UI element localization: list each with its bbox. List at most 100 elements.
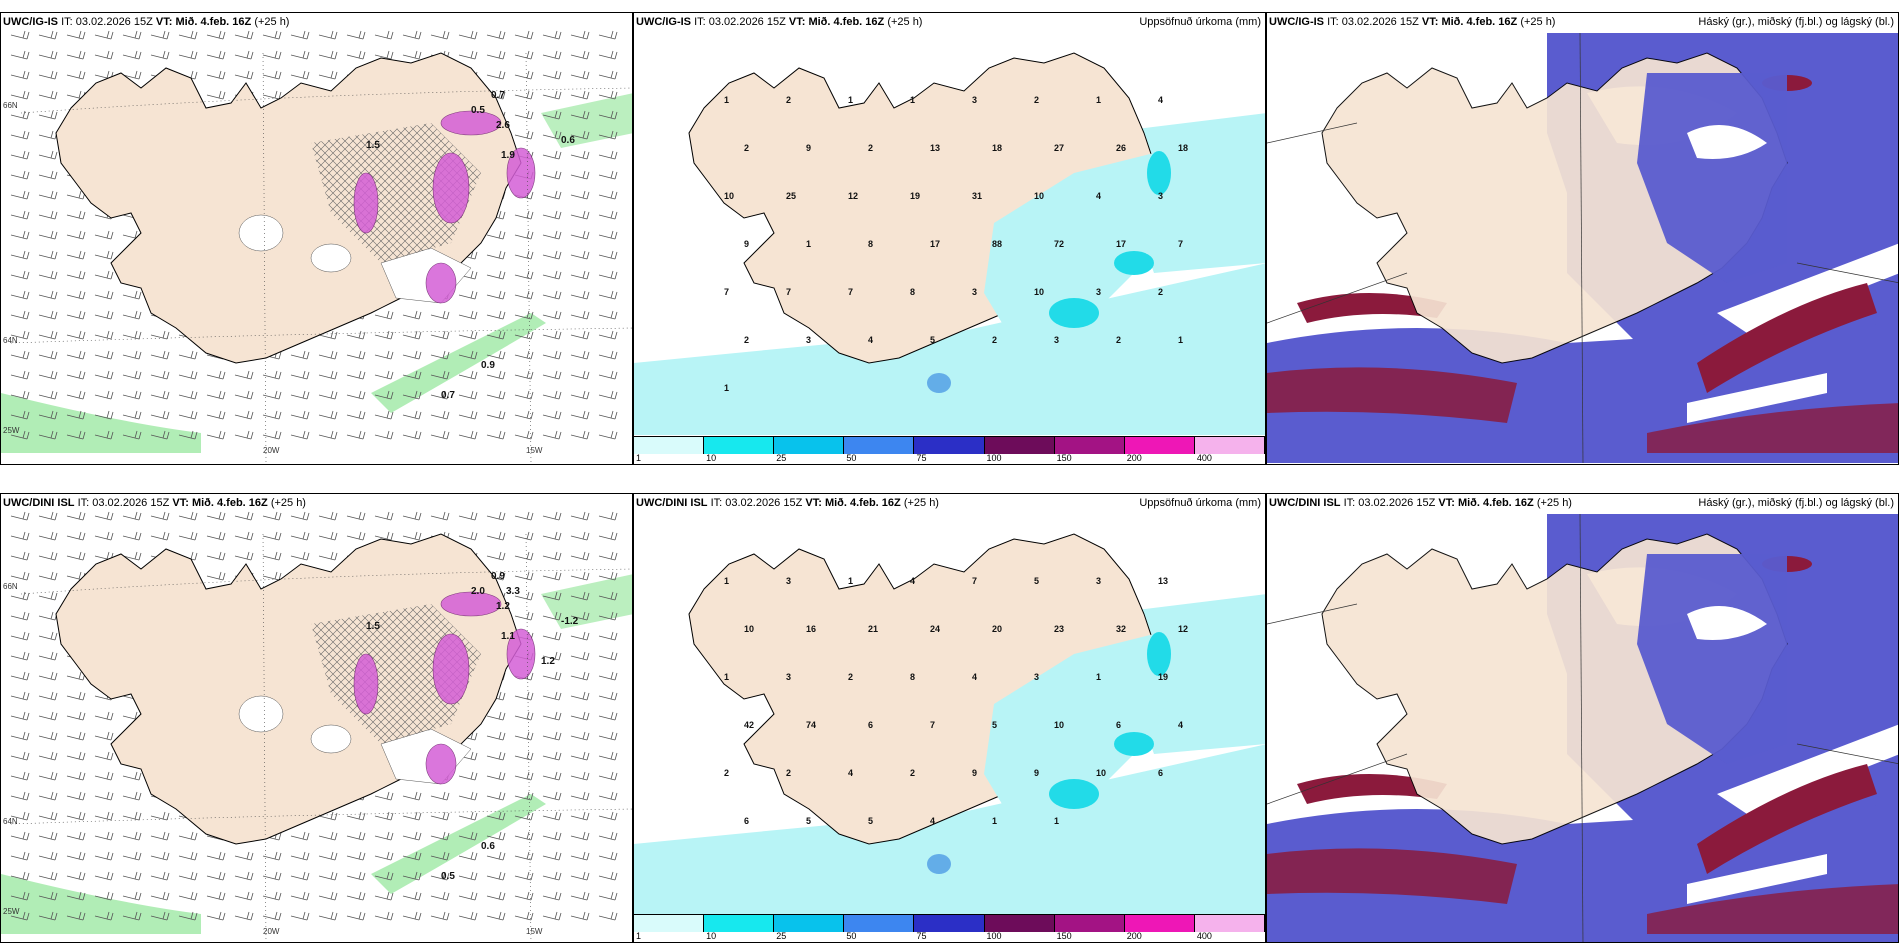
precip-value-label: 5 <box>1034 576 1039 586</box>
panel-precip-igis: 1 2 1 1 3 2 1 4 2 9 2 13 18 27 26 18 10 25 12 19 31 10 4 3 9 1 8 17… <box>633 12 1266 465</box>
precip-value-label: 72 <box>1054 239 1064 249</box>
colorbar-swatch <box>914 915 985 932</box>
precip-value-label: 12 <box>1178 624 1188 634</box>
precip-value-label: 9 <box>1034 768 1039 778</box>
grid-label: 20W <box>263 446 280 455</box>
vt-label: VT: <box>172 497 189 509</box>
it-label: IT: <box>694 16 706 28</box>
model-name: UWC/IG-IS <box>3 16 58 28</box>
colorbar-swatch <box>1194 915 1265 932</box>
wind-value-label: 0.6 <box>481 841 495 852</box>
precip-value-label: 10 <box>724 191 734 201</box>
colorbar-swatch <box>844 915 915 932</box>
it-label: IT: <box>710 497 723 509</box>
wind-map: 0.9 -1.2 1.5 2.0 0.6 0.5 1.2 1.1 1.2 3.3 20W 15W 66N… <box>1 511 632 942</box>
panel-title: UWC/DINI ISL IT: 03.02.2026 15Z VT: Mið.… <box>3 497 306 509</box>
cloud-map <box>1267 32 1898 463</box>
precip-value-label: 7 <box>786 287 791 297</box>
precip-value-label: 17 <box>930 239 940 249</box>
precip-value-label: 4 <box>910 576 915 586</box>
panel-wind-igis: 0.7 0.6 1.5 0.5 0.9 0.7 2.6 1.9 20W 15W 66N 64N 25W U… <box>0 12 633 465</box>
vt-label: VT: <box>1421 16 1439 28</box>
colorbar-tick-label: 150 <box>1056 453 1072 463</box>
panel-title: UWC/IG-IS IT: 03.02.2026 15Z VT: Mið. 4.… <box>1269 16 1555 28</box>
precip-value-label: 3 <box>1096 287 1101 297</box>
colorbar-tick-label: 1 <box>636 453 642 463</box>
precip-value-label: 10 <box>1034 287 1044 297</box>
it-value: 03.02.2026 15Z <box>75 16 153 28</box>
grid-label: 15W <box>526 927 543 936</box>
colorbar-tick-label: 25 <box>776 453 787 463</box>
colorbar: 1 10 25 50 75 100 150 200 400 <box>634 436 1265 464</box>
precip-value-label: 7 <box>972 576 977 586</box>
precip-value-label: 2 <box>868 143 873 153</box>
model-name: UWC/IG-IS <box>1269 16 1324 28</box>
precip-value-label: 1 <box>848 95 853 105</box>
model-name: UWC/DINI ISL <box>636 497 708 509</box>
precip-value-label: 8 <box>910 287 915 297</box>
vt-value: Mið. 4.feb. 16Z <box>175 16 252 28</box>
panel-cloud-igis: UWC/IG-IS IT: 03.02.2026 15Z VT: Mið. 4.… <box>1266 12 1899 465</box>
precip-value-label: 3 <box>1034 672 1039 682</box>
panel-title: UWC/DINI ISL IT: 03.02.2026 15Z VT: Mið.… <box>636 497 939 509</box>
precip-value-label: 25 <box>786 191 796 201</box>
wind-value-label: 1.9 <box>501 150 515 161</box>
it-label: IT: <box>61 16 73 28</box>
precip-value-label: 9 <box>972 768 977 778</box>
precip-value-label: 7 <box>848 287 853 297</box>
precip-value-label: 3 <box>1096 576 1101 586</box>
colorbar-swatch <box>1194 437 1265 454</box>
precip-value-label: 3 <box>786 576 791 586</box>
lead-time: (+25 h) <box>1536 497 1572 509</box>
precip-value-label: 3 <box>972 95 977 105</box>
colorbar-tick-label: 200 <box>1126 931 1142 941</box>
precip-value-label: 3 <box>972 287 977 297</box>
colorbar-swatch <box>1124 915 1195 932</box>
wind-value-label: 0.7 <box>491 90 505 101</box>
wind-value-label: 1.1 <box>501 631 515 642</box>
precip-value-label: 4 <box>848 768 853 778</box>
colorbar-swatch <box>1054 915 1125 932</box>
wind-value-label: 2.0 <box>471 586 485 597</box>
precip-value-label: 2 <box>786 768 791 778</box>
it-value: 03.02.2026 15Z <box>92 497 170 509</box>
precip-value-label: 20 <box>992 624 1002 634</box>
model-name: UWC/IG-IS <box>636 16 691 28</box>
model-name: UWC/DINI ISL <box>3 497 75 509</box>
colorbar-tick-label: 10 <box>706 931 717 941</box>
precip-value-label: 6 <box>1158 768 1163 778</box>
precip-value-label: 4 <box>868 335 873 345</box>
colorbar-swatch <box>984 915 1055 932</box>
panel-title: UWC/DINI ISL IT: 03.02.2026 15Z VT: Mið.… <box>1269 497 1572 509</box>
precip-value-label: 1 <box>1096 95 1101 105</box>
grid-label: 15W <box>526 446 543 455</box>
panel-wind-dini: 0.9 -1.2 1.5 2.0 0.6 0.5 1.2 1.1 1.2 3.3 20W 15W 66N… <box>0 493 633 943</box>
precip-value-label: 3 <box>1158 191 1163 201</box>
vt-label: VT: <box>155 16 173 28</box>
precip-value-label: 8 <box>910 672 915 682</box>
precip-value-label: 1 <box>1054 816 1059 826</box>
precip-value-label: 7 <box>930 720 935 730</box>
vt-label: VT: <box>788 16 806 28</box>
colorbar-swatch <box>704 437 775 454</box>
colorbar-swatch <box>1054 437 1125 454</box>
it-label: IT: <box>77 497 90 509</box>
colorbar-tick-label: 100 <box>986 931 1002 941</box>
precip-value-label: 13 <box>1158 576 1168 586</box>
colorbar-tick-label: 25 <box>776 931 787 941</box>
colorbar-swatch <box>634 437 705 454</box>
wind-value-label: 1.2 <box>496 601 510 612</box>
field-label: Uppsöfnuð úrkoma (mm) <box>1139 497 1261 509</box>
precip-value-label: 2 <box>1034 95 1039 105</box>
wind-value-label: 1.5 <box>366 621 380 632</box>
vt-label: VT: <box>1438 497 1455 509</box>
colorbar-swatch <box>984 437 1055 454</box>
precip-value-label: 4 <box>1096 191 1101 201</box>
precip-value-label: 6 <box>744 816 749 826</box>
wind-value-label: 0.7 <box>441 390 455 401</box>
colorbar-tick-label: 150 <box>1056 931 1072 941</box>
precip-value-label: 5 <box>868 816 873 826</box>
it-value: 03.02.2026 15Z <box>725 497 803 509</box>
precip-value-label: 10 <box>744 624 754 634</box>
